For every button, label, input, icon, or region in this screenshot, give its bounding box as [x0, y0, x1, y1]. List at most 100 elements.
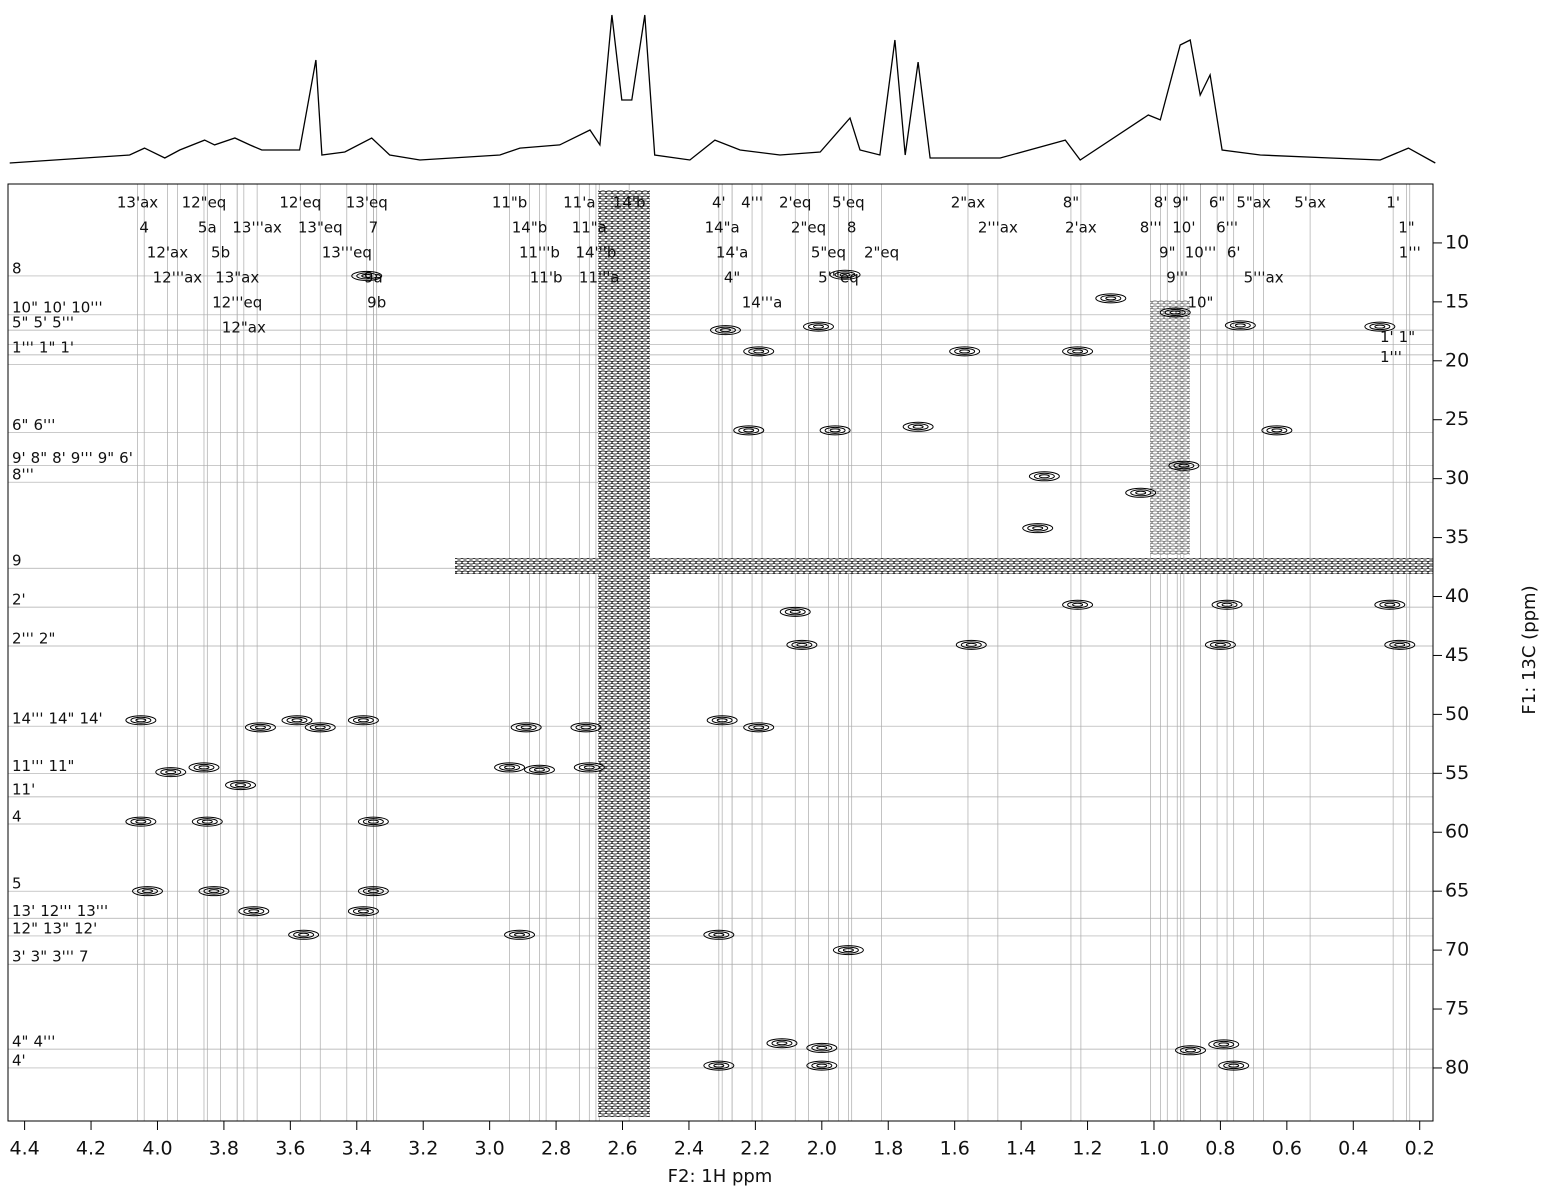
contour-ring: [254, 725, 266, 730]
contour-ring: [819, 425, 851, 436]
contour-ring: [288, 929, 320, 940]
peak: [304, 722, 336, 733]
assignment-label: 2': [12, 591, 26, 609]
contour-ring: [954, 347, 976, 355]
y-tick-label: 40: [1445, 585, 1469, 607]
contour-ring: [523, 764, 555, 775]
peak: [1224, 320, 1256, 331]
peak: [132, 886, 164, 897]
contour-ring: [188, 762, 220, 773]
contour-ring: [708, 931, 730, 939]
contour-ring: [160, 768, 182, 776]
contour-ring: [135, 819, 147, 824]
contour-ring: [1218, 1042, 1230, 1047]
peak: [902, 421, 934, 432]
contour-ring: [125, 816, 157, 827]
assignment-label: 12'''eq: [212, 294, 262, 312]
peak: [347, 715, 379, 726]
contour-ring: [367, 889, 379, 894]
x-tick-label: 0.2: [1405, 1138, 1435, 1160]
x-tick-label: 1.2: [1072, 1138, 1102, 1160]
assignment-label: 9': [12, 449, 26, 467]
contour-ring: [806, 1042, 838, 1053]
contour-ring: [776, 1041, 788, 1046]
contour-ring: [1125, 487, 1157, 498]
x-tick-label: 1.8: [873, 1138, 903, 1160]
contour-ring: [1178, 463, 1190, 468]
assignment-label: 12"ax: [222, 319, 266, 337]
y-tick-label: 50: [1445, 703, 1469, 725]
assignment-label: 5''': [52, 314, 74, 332]
peak: [1261, 425, 1293, 436]
assignment-label: 4": [724, 269, 740, 287]
contour-ring: [198, 886, 230, 897]
y-tick-label: 60: [1445, 821, 1469, 843]
peak: [125, 715, 157, 726]
contour-ring: [1223, 1062, 1245, 1070]
peak: [949, 346, 981, 357]
contour-ring: [230, 781, 252, 789]
contour-ring: [357, 909, 369, 914]
assignment-label: 2": [39, 630, 55, 648]
contour-ring: [733, 425, 765, 436]
y-axis-title: F1: 13C (ppm): [1519, 585, 1540, 714]
assignment-label: 14": [48, 710, 74, 728]
assignment-label: 8": [1063, 194, 1079, 212]
contour-ring: [1067, 601, 1089, 609]
assignment-label: 10": [12, 298, 38, 316]
contour-ring: [1095, 293, 1127, 304]
peak: [955, 639, 987, 650]
contour-ring: [807, 323, 829, 331]
peak: [281, 715, 313, 726]
contour-ring: [196, 818, 218, 826]
contour-ring: [706, 715, 738, 726]
x-tick-label: 2.8: [541, 1138, 571, 1160]
assignment-label: 9": [1159, 244, 1175, 262]
contour-ring: [912, 424, 924, 429]
contour-ring: [198, 765, 210, 770]
contour-ring: [142, 889, 154, 894]
assignment-label: 14''': [12, 710, 43, 728]
x-tick-label: 3.8: [209, 1138, 239, 1160]
assignment-label: 8: [847, 219, 857, 237]
y-tick-label: 10: [1445, 231, 1469, 253]
contour-ring: [902, 421, 934, 432]
contour-ring: [771, 1039, 793, 1047]
contour-ring: [1209, 641, 1231, 649]
peak: [743, 722, 775, 733]
y-tick-label: 80: [1445, 1056, 1469, 1078]
contour-ring: [291, 718, 303, 723]
assignment-label: 2"eq: [864, 244, 899, 262]
peak: [1208, 1039, 1240, 1050]
contour-ring: [1213, 1040, 1235, 1048]
contour-ring: [361, 273, 373, 278]
assignment-label: 8": [31, 449, 47, 467]
peak: [1364, 321, 1396, 332]
assignment-label: 13'''ax: [232, 219, 282, 237]
contour-ring: [248, 909, 260, 914]
contour-ring: [1211, 599, 1243, 610]
assignment-label: 4: [12, 807, 22, 825]
peak: [1028, 471, 1060, 482]
assignment-label: 13": [43, 919, 69, 937]
contour-ring: [955, 639, 987, 650]
contour-ring: [520, 725, 532, 730]
contour-ring: [1204, 639, 1236, 650]
contour-ring: [357, 718, 369, 723]
assignment-label: 2"ax: [951, 194, 986, 212]
contour-ring: [1033, 472, 1055, 480]
contour-ring: [304, 722, 336, 733]
peak: [806, 1060, 838, 1071]
peak: [743, 346, 775, 357]
assignment-label: 5': [33, 314, 47, 332]
peak: [703, 929, 735, 940]
peak: [1374, 599, 1406, 610]
contour-ring: [362, 818, 384, 826]
assignment-label: 9''': [71, 449, 93, 467]
x-tick-label: 2.0: [807, 1138, 837, 1160]
assignment-label: 12"eq: [182, 194, 227, 212]
contour-ring: [298, 932, 310, 937]
contour-ring: [1369, 323, 1391, 331]
projection-trace: [9, 14, 1436, 164]
contour-ring: [1130, 489, 1152, 497]
